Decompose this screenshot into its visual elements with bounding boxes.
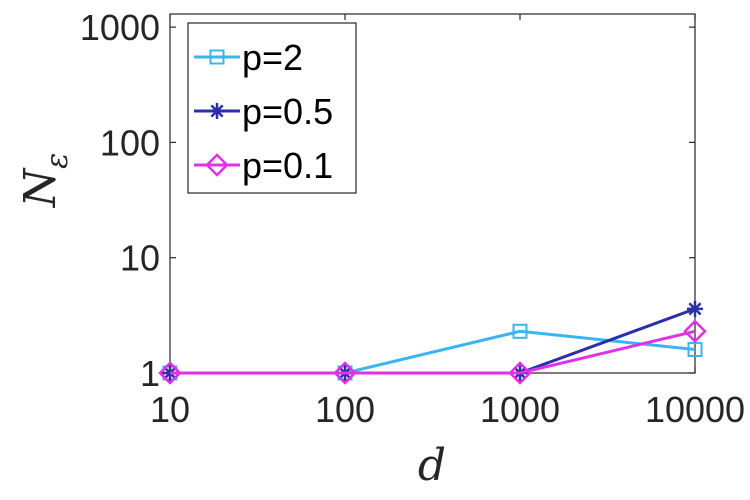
data-series	[158, 300, 707, 385]
y-axis-label-subscript: ε	[40, 153, 75, 169]
y-tick-label: 10	[120, 238, 160, 279]
y-axis-label-main: N	[15, 167, 66, 208]
legend-item: p=2	[194, 37, 303, 78]
svg-text:Nε: Nε	[15, 153, 75, 209]
x-tick-label: 1000	[480, 389, 560, 430]
x-tick-label: 10	[150, 389, 190, 430]
y-tick-label: 100	[100, 122, 160, 163]
x-tick-label: 10000	[645, 389, 745, 430]
legend: p=2 p=0.5 p=0.1	[187, 22, 357, 194]
legend-label: p=2	[242, 37, 303, 78]
asterisk-stroke	[210, 104, 224, 118]
legend-item: p=0.5	[194, 91, 333, 132]
y-tick-label: 1	[140, 353, 160, 394]
data-point	[683, 319, 707, 344]
legend-marker	[205, 153, 229, 177]
y-axis-label: Nε	[15, 153, 75, 209]
legend-item: p=0.1	[194, 145, 333, 186]
data-point	[687, 300, 703, 317]
legend-label: p=0.5	[242, 91, 333, 132]
series-line	[170, 329, 696, 375]
x-tick-label: 100	[315, 389, 375, 430]
data-point	[333, 361, 357, 385]
legend-marker	[209, 103, 225, 119]
x-tick-labels: 10 100 1000 10000	[150, 389, 745, 430]
data-point	[158, 361, 182, 385]
data-point	[512, 323, 528, 339]
data-point	[508, 361, 532, 385]
y-tick-label: 1000	[80, 7, 160, 48]
y-tick-labels: 1 10 100 1000	[80, 7, 160, 394]
legend-marker	[209, 49, 225, 65]
asterisk-stroke	[688, 302, 702, 316]
x-axis-label: d	[418, 440, 446, 491]
series-p=0.1	[158, 319, 707, 385]
legend-label: p=0.1	[242, 145, 333, 186]
